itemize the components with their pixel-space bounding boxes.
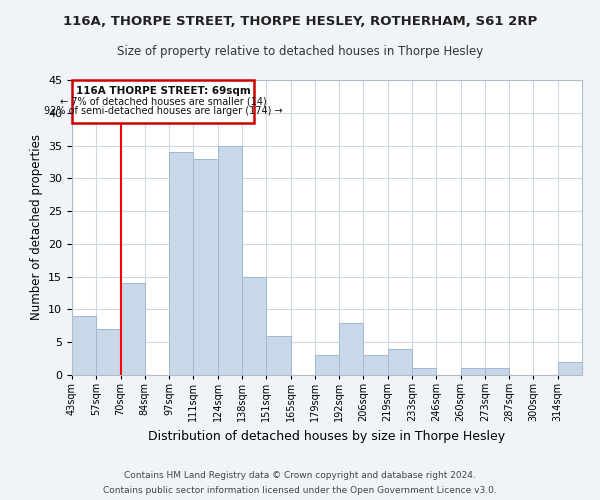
Text: ← 7% of detached houses are smaller (14): ← 7% of detached houses are smaller (14)	[59, 96, 266, 106]
Bar	[242, 276, 266, 375]
Bar	[72, 316, 96, 375]
Bar	[364, 356, 388, 375]
Bar	[485, 368, 509, 375]
Bar	[388, 349, 412, 375]
Bar	[96, 329, 121, 375]
FancyBboxPatch shape	[72, 80, 254, 122]
Text: Size of property relative to detached houses in Thorpe Hesley: Size of property relative to detached ho…	[117, 45, 483, 58]
Bar	[193, 158, 218, 375]
Text: 116A THORPE STREET: 69sqm: 116A THORPE STREET: 69sqm	[76, 86, 250, 96]
Bar	[412, 368, 436, 375]
X-axis label: Distribution of detached houses by size in Thorpe Hesley: Distribution of detached houses by size …	[148, 430, 506, 442]
Bar	[218, 146, 242, 375]
Bar	[315, 356, 339, 375]
Bar	[266, 336, 290, 375]
Bar	[461, 368, 485, 375]
Y-axis label: Number of detached properties: Number of detached properties	[29, 134, 43, 320]
Text: 92% of semi-detached houses are larger (174) →: 92% of semi-detached houses are larger (…	[44, 106, 283, 116]
Text: Contains HM Land Registry data © Crown copyright and database right 2024.: Contains HM Land Registry data © Crown c…	[124, 471, 476, 480]
Bar	[339, 322, 364, 375]
Text: 116A, THORPE STREET, THORPE HESLEY, ROTHERHAM, S61 2RP: 116A, THORPE STREET, THORPE HESLEY, ROTH…	[63, 15, 537, 28]
Text: Contains public sector information licensed under the Open Government Licence v3: Contains public sector information licen…	[103, 486, 497, 495]
Bar	[169, 152, 193, 375]
Bar	[121, 283, 145, 375]
Bar	[558, 362, 582, 375]
